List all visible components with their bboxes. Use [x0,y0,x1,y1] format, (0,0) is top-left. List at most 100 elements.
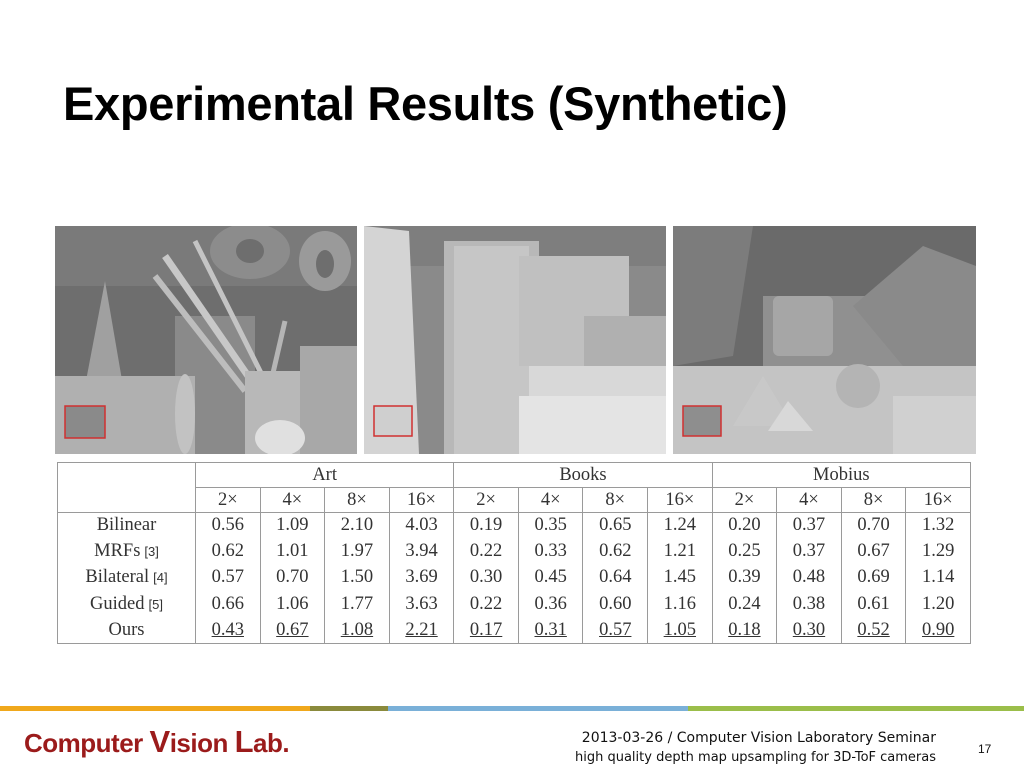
method-name-cell: Guided [5] [57,591,196,618]
value-cell: 3.69 [388,564,455,592]
results-table: Art Books Mobius 2× 4× 8× 16× 2× 4× 8× 16× 2× 4× 8… [57,462,972,645]
scale-header-cell: 4× [517,487,584,513]
value-cell: 1.32 [905,511,971,539]
dataset-header-mobius: Mobius [711,462,972,488]
scale-header-cell: 8× [324,487,390,513]
scale-header-cell: 16× [388,487,455,513]
table-row: MRFs [3] 0.62 1.01 1.97 3.94 0.22 0.33 0.62 1.21 0… [57,538,971,565]
value-cell: 1.09 [259,511,326,539]
value-cell: 0.43 [195,617,261,645]
art-depth-map-image [55,226,357,454]
value-text: 3.69 [405,567,438,588]
scale-header-cell: 4× [776,487,842,513]
footer-date-seminar: 2013-03-26 / Computer Vision Laboratory … [581,730,936,746]
footer-subtitle: high quality depth map upsampling for 3D… [575,750,936,765]
value-text: 4.03 [405,515,438,536]
value-text: 0.19 [469,515,503,536]
value-cell: 0.62 [195,538,261,565]
value-text: 0.37 [792,515,826,536]
value-text: 0.90 [921,619,955,640]
footer-bar-segment [310,706,388,711]
value-text: 0.60 [599,593,632,614]
value-cell: 0.70 [840,511,907,539]
value-text: 0.67 [857,541,890,562]
value-text: 0.52 [857,619,890,640]
value-cell: 1.06 [259,591,326,618]
value-text: 1.14 [921,567,955,588]
scale-header-cell: 16× [647,487,713,513]
value-cell: 0.57 [195,564,261,592]
value-cell: 3.94 [388,538,455,565]
value-text: 0.70 [857,515,890,536]
value-cell: 1.08 [324,617,390,645]
method-name: Bilateral [85,567,150,588]
value-text: 0.62 [599,541,632,562]
value-cell: 0.37 [776,538,842,565]
value-text: 0.69 [857,567,890,588]
value-cell: 1.45 [647,564,713,592]
value-cell: 1.16 [647,591,713,618]
value-text: 1.97 [340,541,374,562]
scale-header-cell: 2× [711,487,778,513]
footer-color-bar [0,706,1024,711]
value-text: 0.64 [599,567,632,588]
value-cell: 0.66 [195,591,261,618]
value-cell: 0.22 [453,591,519,618]
value-cell: 0.37 [776,511,842,539]
dataset-header-books: Books [453,462,713,488]
value-text: 0.45 [534,567,567,588]
method-name-cell: MRFs [3] [57,538,196,565]
value-text: 0.24 [728,593,761,614]
value-cell: 0.60 [582,591,649,618]
value-cell: 0.25 [711,538,778,565]
value-text: 1.01 [276,541,309,562]
value-cell: 0.62 [582,538,649,565]
value-text: 1.09 [276,515,309,536]
value-cell: 0.67 [840,538,907,565]
value-text: 0.30 [792,619,826,640]
value-cell: 4.03 [388,511,455,539]
method-name-cell: Bilateral [4] [57,564,196,592]
value-text: 0.36 [534,593,567,614]
value-cell: 1.01 [259,538,326,565]
value-text: 1.50 [340,567,374,588]
value-text: 1.24 [663,515,697,536]
value-text: 1.21 [663,541,697,562]
value-text: 0.35 [534,515,567,536]
footer-bar-segment [388,706,688,711]
value-text: 0.57 [211,567,244,588]
value-cell: 1.77 [324,591,390,618]
table-row: Guided [5] 0.66 1.06 1.77 3.63 0.22 0.36 0.60 1.1… [57,591,971,618]
value-cell: 0.39 [711,564,778,592]
value-cell: 0.90 [905,617,971,645]
value-cell: 1.29 [905,538,971,565]
value-cell: 0.56 [195,511,261,539]
value-text: 2.21 [405,619,438,640]
value-cell: 3.63 [388,591,455,618]
value-text: 0.33 [534,541,567,562]
method-reference: [4] [153,570,168,586]
value-cell: 1.21 [647,538,713,565]
value-cell: 0.35 [517,511,584,539]
value-cell: 1.05 [647,617,713,645]
footer-bar-segment [0,706,310,711]
method-header-cell [57,462,196,513]
value-cell: 0.57 [582,617,649,645]
value-text: 0.70 [276,567,309,588]
scale-header-cell: 2× [453,487,519,513]
value-cell: 0.33 [517,538,584,565]
page-number: 17 [978,742,992,756]
value-cell: 1.14 [905,564,971,592]
value-text: 0.43 [211,619,244,640]
value-cell: 0.61 [840,591,907,618]
value-text: 0.17 [469,619,503,640]
books-depth-map-image [364,226,666,454]
value-text: 0.48 [792,567,826,588]
method-name: Guided [90,593,145,614]
scale-header-cell: 4× [259,487,326,513]
value-cell: 0.64 [582,564,649,592]
value-text: 1.16 [663,593,697,614]
table-row: Ours 0.43 0.67 1.08 2.21 0.17 0.31 0.57 1.05 0.18… [57,617,971,645]
value-text: 0.67 [276,619,309,640]
method-reference: [3] [144,544,159,560]
